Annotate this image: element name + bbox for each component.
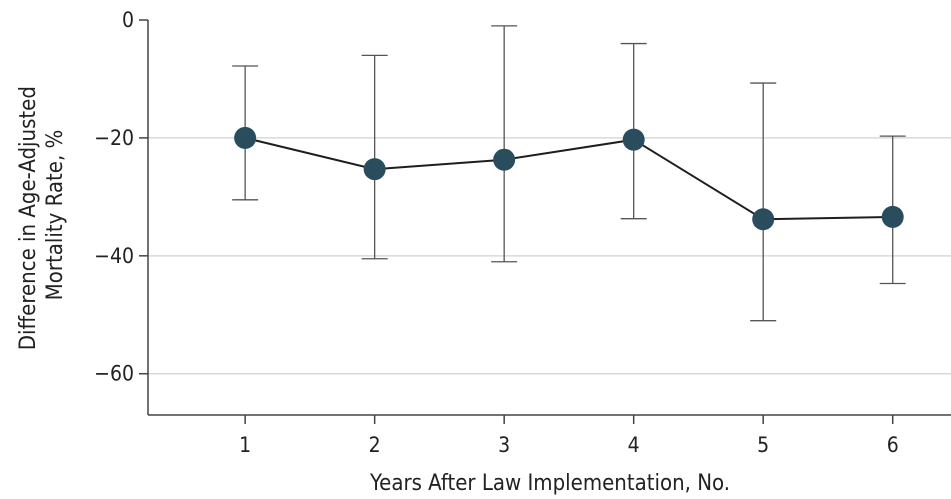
y-tick-label-0: 0: [122, 8, 134, 32]
x-tick-label-5: 6: [887, 433, 899, 457]
error-bars: [232, 25, 906, 322]
series-lines: [244, 136, 893, 221]
y-tick-label-1: −20: [94, 126, 134, 150]
data-point-1: [234, 126, 257, 149]
tick-labels: 0 −20 −40 −60 1 2 3 4 5 6: [94, 8, 899, 457]
y-tick-label-3: −60: [94, 362, 134, 386]
gridlines: [148, 137, 951, 375]
x-tick-label-4: 5: [757, 433, 769, 457]
x-tick-label-1: 2: [369, 433, 381, 457]
x-tick-label-2: 3: [498, 433, 510, 457]
data-point-6: [881, 205, 904, 228]
x-tick-label-0: 1: [239, 433, 251, 457]
error-bar-3: [491, 25, 518, 263]
series-line-0: [244, 136, 893, 221]
y-axis-title-line-2: Mortality Rate, %: [43, 130, 68, 301]
data-point-3: [493, 148, 516, 171]
y-tick-label-2: −40: [94, 244, 134, 268]
data-point-4: [622, 128, 645, 151]
data-point-2: [363, 158, 386, 181]
y-axis-title-line-1: Difference in Age-Adjusted: [16, 86, 41, 350]
axes: [139, 19, 951, 424]
x-axis-title: Years After Law Implementation, No.: [369, 471, 730, 496]
error-bar-5: [750, 82, 777, 322]
error-bar-2: [361, 54, 388, 260]
x-tick-label-3: 4: [628, 433, 640, 457]
data-point-5: [752, 208, 775, 231]
data-points: [234, 126, 904, 231]
y-axis-title: Difference in Age-Adjusted Mortality Rat…: [16, 80, 68, 350]
